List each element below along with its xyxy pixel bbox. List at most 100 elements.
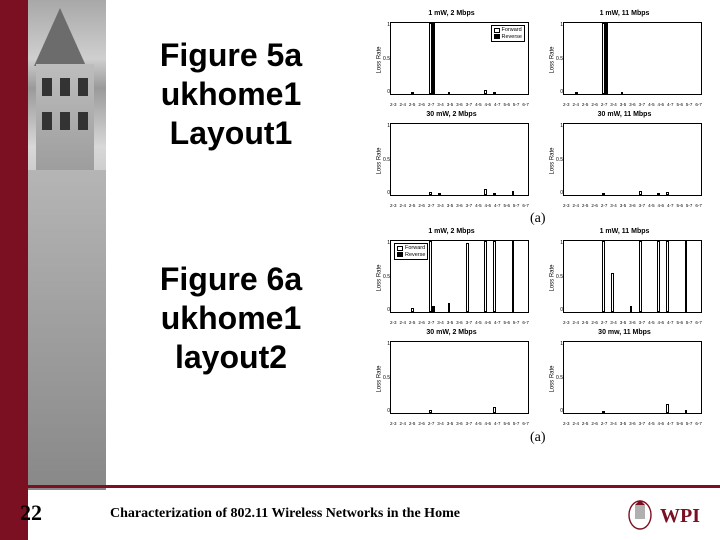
chart-bar <box>411 308 414 312</box>
legend-row: Forward <box>494 27 522 34</box>
chart-bar <box>429 410 432 413</box>
chart-yticks: 00.51 <box>378 123 390 196</box>
page-number: 22 <box>20 500 42 526</box>
chart-bar <box>448 303 451 312</box>
figure-6a-charts: 1 mW, 2 MbpsLoss Rate00.51ForwardReverse… <box>368 228 708 428</box>
footer-separator <box>0 485 720 488</box>
chart-xticks: 2-32-42-52-62-73-43-53-63-74-54-64-75-65… <box>563 203 702 208</box>
figure-5a-sublabel: (a) <box>530 211 546 227</box>
chart-xticks: 2-32-42-52-62-73-43-53-63-74-54-64-75-65… <box>390 102 529 107</box>
chart-yticks: 00.51 <box>378 22 390 95</box>
title-line: ukhome1 <box>116 299 346 338</box>
chart-bar <box>621 92 624 94</box>
chart-bar <box>685 241 688 312</box>
chart-bar <box>512 241 515 312</box>
chart-bar <box>429 192 432 195</box>
chart-yticks: 00.51 <box>551 22 563 95</box>
chart-bar <box>602 193 605 195</box>
legend-swatch-forward <box>397 246 403 251</box>
accent-bar <box>0 0 28 540</box>
chart-bar <box>666 192 669 195</box>
chart-bar <box>438 193 441 195</box>
chart-bar <box>630 306 633 312</box>
figure-5a-title: Figure 5a ukhome1 Layout1 <box>116 36 346 153</box>
chart-bar <box>466 243 469 312</box>
chart-panel: 1 mW, 2 MbpsLoss Rate00.51ForwardReverse… <box>368 228 535 327</box>
chart-plot-area: ForwardReverse <box>390 22 529 95</box>
chart-panel-title: 1 mW, 11 Mbps <box>541 10 708 17</box>
legend-label: Reverse <box>502 34 522 41</box>
chart-bar <box>484 189 487 195</box>
chart-yticks: 00.51 <box>551 123 563 196</box>
chart-xticks: 2-32-42-52-62-73-43-53-63-74-54-64-75-65… <box>390 203 529 208</box>
chart-panel-title: 1 mW, 11 Mbps <box>541 228 708 235</box>
chart-xticks: 2-32-42-52-62-73-43-53-63-74-54-64-75-65… <box>563 320 702 325</box>
chart-plot-area <box>390 341 529 414</box>
chart-panel: 1 mW, 2 MbpsLoss Rate00.51ForwardReverse… <box>368 10 535 109</box>
figure-6a-title: Figure 6a ukhome1 layout2 <box>116 260 346 377</box>
legend-label: Forward <box>405 245 425 252</box>
chart-legend: ForwardReverse <box>394 243 428 260</box>
chart-bar <box>432 23 435 94</box>
wpi-logo: WPI <box>626 498 704 532</box>
chart-xticks: 2-32-42-52-62-73-43-53-63-74-54-64-75-65… <box>563 102 702 107</box>
title-line: ukhome1 <box>116 75 346 114</box>
chart-bar <box>448 92 451 94</box>
chart-plot-area <box>563 22 702 95</box>
chart-panel: 30 mW, 2 MbpsLoss Rate00.512-32-42-52-62… <box>368 111 535 210</box>
chart-panel: 30 mw, 11 MbpsLoss Rate00.512-32-42-52-6… <box>541 329 708 428</box>
chart-panel-title: 30 mW, 11 Mbps <box>541 111 708 118</box>
chart-xticks: 2-32-42-52-62-73-43-53-63-74-54-64-75-65… <box>563 421 702 426</box>
chart-panel: 1 mW, 11 MbpsLoss Rate00.512-32-42-52-62… <box>541 10 708 109</box>
logo-text: WPI <box>660 505 700 527</box>
chart-bar <box>685 410 688 413</box>
figure-6a-sublabel: (a) <box>530 430 546 446</box>
chart-panel-title: 1 mW, 2 Mbps <box>368 228 535 235</box>
chart-panel-title: 1 mW, 2 Mbps <box>368 10 535 17</box>
chart-yticks: 00.51 <box>378 240 390 313</box>
chart-bar <box>611 273 614 312</box>
chart-plot-area: ForwardReverse <box>390 240 529 313</box>
chart-bar <box>484 241 487 312</box>
chart-bar <box>602 241 605 312</box>
chart-bar <box>639 241 642 312</box>
footer-text: Characterization of 802.11 Wireless Netw… <box>110 506 460 522</box>
chart-panel-title: 30 mW, 2 Mbps <box>368 329 535 336</box>
chart-bar <box>639 191 642 195</box>
legend-label: Forward <box>502 27 522 34</box>
chart-bar <box>411 92 414 94</box>
figure-5a-charts: 1 mW, 2 MbpsLoss Rate00.51ForwardReverse… <box>368 10 708 210</box>
chart-yticks: 00.51 <box>551 341 563 414</box>
legend-row: Forward <box>397 245 425 252</box>
legend-swatch-reverse <box>397 252 403 257</box>
chart-bar <box>493 193 496 195</box>
chart-xticks: 2-32-42-52-62-73-43-53-63-74-54-64-75-65… <box>390 320 529 325</box>
chart-panel: 30 mW, 11 MbpsLoss Rate00.512-32-42-52-6… <box>541 111 708 210</box>
background-photo <box>28 0 106 490</box>
chart-bar <box>493 241 496 312</box>
chart-bar <box>429 241 432 312</box>
title-line: Figure 5a <box>116 36 346 75</box>
legend-swatch-forward <box>494 28 500 33</box>
chart-panel-title: 30 mW, 2 Mbps <box>368 111 535 118</box>
title-line: layout2 <box>116 338 346 377</box>
chart-plot-area <box>563 123 702 196</box>
chart-bar <box>605 23 608 94</box>
chart-bar <box>575 92 578 94</box>
title-line: Layout1 <box>116 114 346 153</box>
chart-plot-area <box>390 123 529 196</box>
chart-plot-area <box>563 240 702 313</box>
chart-panel: 1 mW, 11 MbpsLoss Rate00.512-32-42-52-62… <box>541 228 708 327</box>
chart-plot-area <box>563 341 702 414</box>
chart-bar <box>666 404 669 413</box>
chart-bar <box>666 241 669 312</box>
chart-bar <box>432 306 435 312</box>
chart-bar <box>602 411 605 413</box>
legend-label: Reverse <box>405 252 425 259</box>
chart-bar <box>493 407 496 413</box>
chart-xticks: 2-32-42-52-62-73-43-53-63-74-54-64-75-65… <box>390 421 529 426</box>
chart-legend: ForwardReverse <box>491 25 525 42</box>
title-line: Figure 6a <box>116 260 346 299</box>
chart-panel-title: 30 mw, 11 Mbps <box>541 329 708 336</box>
chart-yticks: 00.51 <box>378 341 390 414</box>
